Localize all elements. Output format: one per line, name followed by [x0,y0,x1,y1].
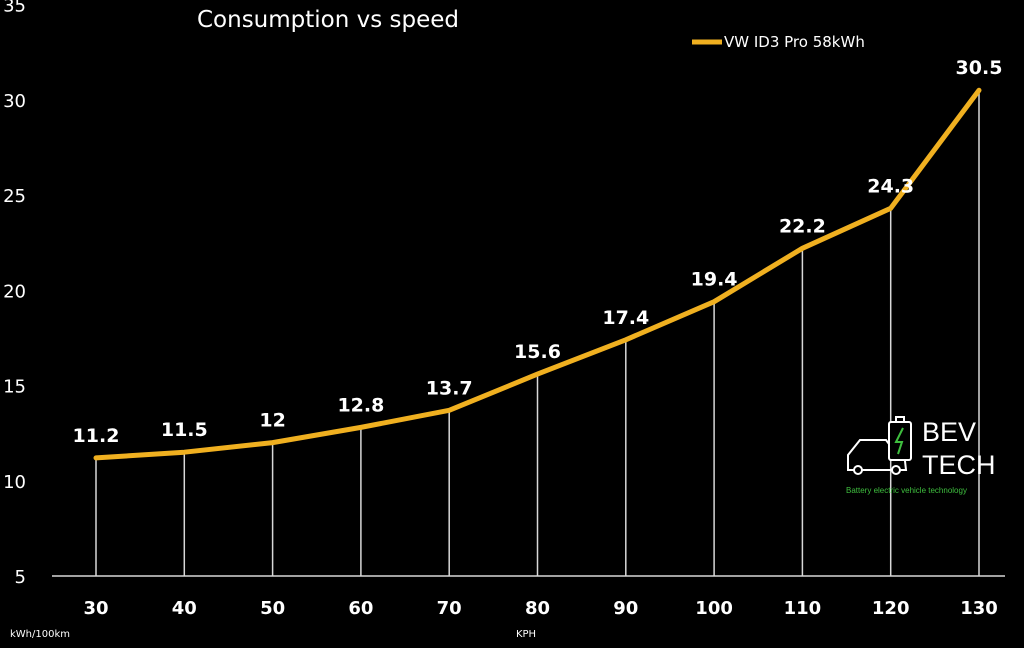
y-tick-label: 5 [15,567,26,588]
x-tick-label: 40 [172,598,197,619]
y-tick-label: 30 [3,91,26,112]
logo-line-1: BEV [922,417,976,447]
logo-line-2: TECH [922,450,996,480]
data-label: 15.6 [514,341,561,363]
x-tick-label: 110 [784,598,822,619]
x-tick-label: 120 [872,598,910,619]
x-tick-label: 60 [348,598,373,619]
y-axis-ticks: 5 10 15 20 25 30 35 [3,0,26,588]
bev-tech-logo: BEV TECH Battery electric vehicle techno… [846,416,996,495]
y-tick-label: 15 [3,377,26,398]
x-tick-label: 30 [83,598,108,619]
car-battery-icon [847,416,912,475]
x-tick-label: 50 [260,598,285,619]
legend: VW ID3 Pro 58kWh [692,33,865,51]
data-label: 11.2 [73,425,120,447]
y-tick-label: 10 [3,472,26,493]
logo-tagline: Battery electric vehicle technology [846,486,967,495]
data-label: 19.4 [691,269,738,291]
x-tick-label: 130 [960,598,998,619]
data-label: 30.5 [956,57,1003,79]
x-tick-label: 90 [613,598,638,619]
x-tick-label: 70 [437,598,462,619]
x-tick-label: 100 [695,598,733,619]
x-axis-label: KPH [516,629,536,640]
series-line [93,87,982,461]
drop-lines [95,90,980,576]
data-label: 13.7 [426,377,473,399]
y-tick-label: 35 [3,0,26,17]
data-label: 22.2 [779,215,826,237]
data-label: 17.4 [602,307,649,329]
chart-title: Consumption vs speed [197,7,459,33]
y-axis-unit-label: kWh/100km [10,629,70,640]
y-tick-label: 25 [3,186,26,207]
data-label: 12.8 [337,394,384,416]
x-tick-label: 80 [525,598,550,619]
data-label: 24.3 [867,175,914,197]
data-label: 11.5 [161,419,208,441]
data-labels: 11.2 11.5 12 12.8 13.7 15.6 17.4 19.4 22.2 24.3 30… [73,57,1003,447]
y-tick-label: 20 [3,281,26,302]
legend-label: VW ID3 Pro 58kWh [724,33,865,51]
x-axis-ticks: 30 40 50 60 70 80 90 100 110 120 130 [83,598,997,619]
data-label: 12 [259,410,285,432]
